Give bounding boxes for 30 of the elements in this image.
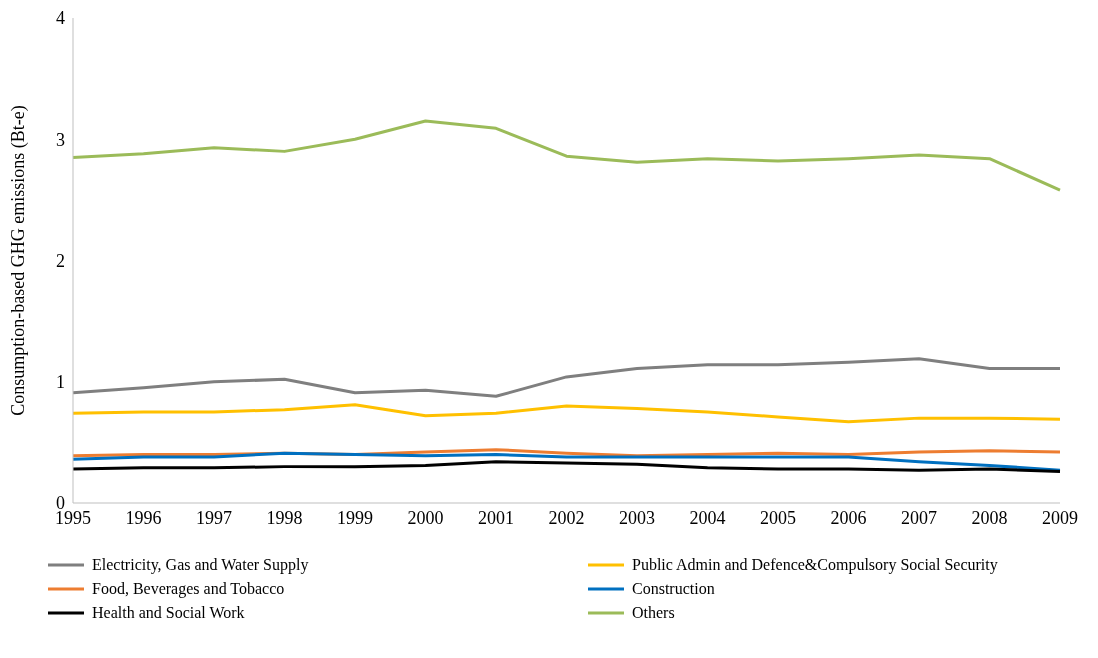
- line-series: [71, 460, 1062, 473]
- x-tick-label: 1996: [125, 507, 162, 528]
- legend-label: Electricity, Gas and Water Supply: [92, 556, 309, 574]
- line-series: [71, 119, 1062, 192]
- line-series: [71, 451, 1062, 472]
- x-tick-label: 2003: [619, 507, 655, 528]
- line-series: [71, 357, 1062, 398]
- x-tick-label: 2006: [830, 507, 867, 528]
- x-tick-label: 2002: [548, 507, 585, 528]
- x-tick-label: 2001: [478, 507, 514, 528]
- y-tick-label: 2: [56, 250, 65, 271]
- x-tick-label: 2007: [901, 507, 937, 528]
- legend-label: Others: [632, 604, 675, 622]
- legend-label: Public Admin and Defence&Compulsory Social Security: [632, 556, 998, 574]
- line-series: [71, 403, 1062, 424]
- x-tick-label: 2009: [1042, 507, 1078, 528]
- x-tick-label: 2000: [407, 507, 444, 528]
- legend-label: Food, Beverages and Tobacco: [92, 580, 285, 598]
- legend-label: Construction: [632, 580, 715, 598]
- y-tick-label: 1: [56, 372, 65, 393]
- x-tick-label: 2004: [689, 507, 726, 528]
- y-tick-label: 3: [56, 129, 65, 150]
- y-axis-title: Consumption-based GHG emissions (Bt-e): [8, 105, 30, 416]
- x-tick-label: 1998: [266, 507, 303, 528]
- y-tick-label: 4: [56, 8, 65, 29]
- legend-label: Health and Social Work: [92, 604, 245, 622]
- x-tick-label: 2005: [760, 507, 796, 528]
- x-tick-label: 1999: [337, 507, 373, 528]
- x-tick-label: 2008: [971, 507, 1008, 528]
- x-tick-label: 1997: [196, 507, 232, 528]
